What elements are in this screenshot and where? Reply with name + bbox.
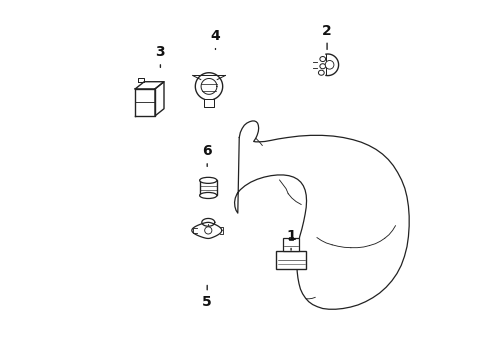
Bar — [289, 237, 293, 240]
Text: 1: 1 — [286, 229, 296, 250]
Text: 5: 5 — [202, 285, 212, 309]
Text: 4: 4 — [211, 29, 220, 49]
FancyBboxPatch shape — [283, 238, 299, 251]
Text: 2: 2 — [322, 24, 332, 49]
Text: 3: 3 — [156, 45, 165, 67]
Ellipse shape — [199, 177, 217, 183]
FancyBboxPatch shape — [276, 251, 306, 269]
Ellipse shape — [320, 64, 326, 69]
Circle shape — [205, 227, 212, 234]
Text: 6: 6 — [202, 144, 212, 166]
Circle shape — [325, 60, 334, 69]
Bar — [199, 180, 217, 195]
Ellipse shape — [318, 70, 324, 75]
Ellipse shape — [199, 193, 217, 198]
Ellipse shape — [320, 57, 326, 62]
